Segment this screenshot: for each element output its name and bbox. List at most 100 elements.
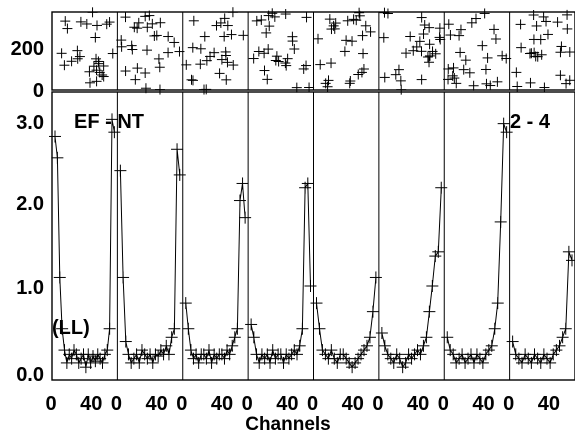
top-point: [564, 75, 575, 86]
top-point: [482, 52, 493, 63]
top-point: [434, 32, 445, 43]
annotation-top-right: 2 - 4: [510, 111, 551, 133]
data-point: [101, 344, 114, 357]
top-point: [354, 10, 365, 21]
data-point: [162, 348, 175, 361]
data-point: [146, 356, 159, 369]
top-point: [132, 23, 143, 34]
data-point: [228, 331, 241, 344]
top-point: [416, 46, 427, 57]
top-point: [129, 22, 140, 33]
top-point: [220, 50, 231, 61]
top-point: [324, 14, 335, 25]
top-point: [253, 46, 264, 57]
top-point: [91, 20, 102, 31]
top-y-tick-label-0: 0: [33, 80, 44, 102]
top-point: [209, 47, 220, 58]
top-point: [555, 47, 566, 58]
top-point: [221, 74, 232, 85]
top-point: [541, 16, 552, 27]
top-point: [120, 12, 131, 23]
top-point: [88, 61, 99, 72]
top-point: [395, 75, 406, 86]
data-point: [414, 348, 427, 361]
top-point: [259, 48, 270, 59]
data-point: [293, 339, 306, 352]
top-point: [195, 59, 206, 70]
top-point: [466, 17, 477, 28]
series-line-2: [119, 149, 181, 365]
top-point: [416, 12, 427, 23]
data-point: [476, 356, 489, 369]
top-point: [357, 30, 368, 41]
top-point: [312, 33, 323, 44]
top-point: [289, 44, 300, 55]
data-point: [114, 164, 127, 177]
top-point: [281, 60, 292, 71]
top-point: [262, 74, 273, 85]
x-tick-labels: 0 40 0 40 0 40 0 40 0 40 0 40 0 40 0 40: [45, 393, 560, 415]
x-tick-label-0: 0: [438, 393, 449, 415]
top-point: [195, 43, 206, 54]
top-point: [91, 65, 102, 76]
top-point: [419, 20, 430, 31]
data-point: [360, 339, 373, 352]
top-point: [304, 82, 315, 93]
top-point: [348, 14, 359, 25]
x-tick-label-0: 0: [45, 393, 56, 415]
top-point: [448, 62, 459, 73]
top-point: [301, 12, 312, 23]
top-point: [130, 74, 141, 85]
top-point: [555, 70, 566, 81]
annotation-top-left: EF - NT: [74, 111, 144, 133]
top-point: [211, 20, 222, 31]
data-point: [556, 331, 569, 344]
top-point: [326, 24, 337, 35]
top-point: [238, 30, 249, 41]
top-point: [163, 47, 174, 58]
top-point: [430, 48, 441, 59]
top-point: [458, 64, 469, 75]
top-point: [379, 72, 390, 83]
top-point: [530, 51, 541, 62]
top-point: [226, 29, 237, 40]
main-panel-marks: [49, 113, 575, 374]
data-point: [160, 339, 173, 352]
top-point: [347, 36, 358, 47]
top-point: [393, 64, 404, 75]
data-point: [366, 305, 379, 318]
top-point: [282, 53, 293, 64]
data-point: [310, 297, 323, 310]
data-point: [369, 271, 382, 284]
series-line-3: [185, 183, 246, 365]
x-tick-label-0: 0: [176, 393, 187, 415]
top-point: [256, 14, 267, 25]
x-tick-label-0: 0: [242, 393, 253, 415]
data-point: [236, 177, 249, 190]
top-point: [214, 68, 225, 79]
top-point: [538, 11, 549, 22]
top-point: [155, 17, 166, 28]
data-point: [544, 356, 557, 369]
top-point: [443, 63, 454, 74]
top-point: [216, 54, 227, 65]
top-point: [263, 44, 274, 55]
top-point: [140, 83, 151, 94]
data-point: [331, 356, 344, 369]
top-point: [120, 66, 131, 77]
top-point: [390, 69, 401, 80]
top-point: [142, 45, 153, 56]
top-point: [326, 58, 337, 69]
data-point: [239, 211, 252, 224]
top-point: [528, 10, 539, 21]
top-point: [489, 24, 500, 35]
data-point: [291, 348, 304, 361]
top-point: [424, 50, 435, 61]
data-point: [304, 280, 317, 292]
annotation-bottom-left: (LL): [52, 317, 90, 339]
top-point: [481, 78, 492, 89]
top-point: [408, 45, 419, 56]
top-point: [455, 24, 466, 35]
data-point: [566, 254, 575, 267]
data-point: [133, 356, 146, 369]
